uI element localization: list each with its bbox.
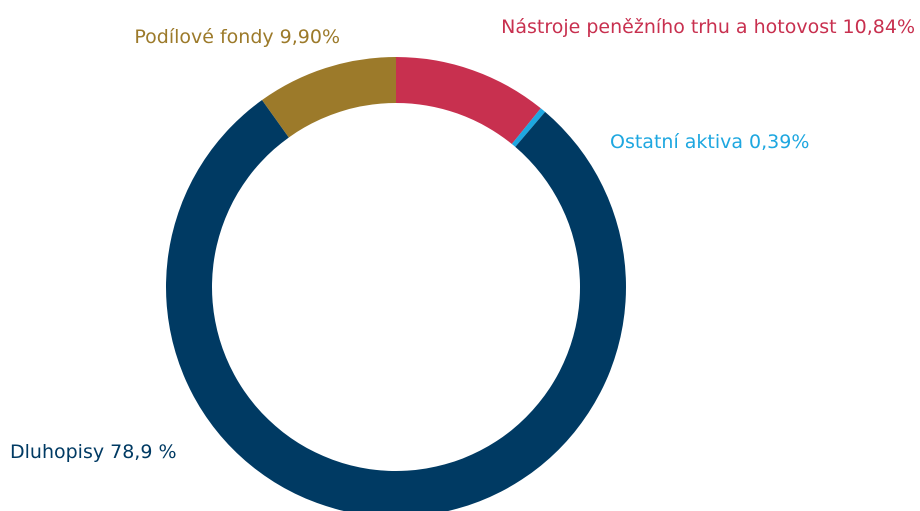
donut-segment [262,57,396,138]
donut-segment [166,100,626,511]
segment-value: 9,90% [280,26,340,48]
segment-name: Podílové fondy [134,26,273,48]
donut-segment [396,57,541,145]
segment-name: Dluhopisy [10,441,104,463]
segment-label: Dluhopisy 78,9 % [10,441,177,463]
segment-label: Nástroje peněžního trhu a hotovost 10,84% [501,16,915,38]
segment-label: Podílové fondy 9,90% [134,26,340,48]
segment-value: 78,9 % [110,441,176,463]
donut-segment [511,108,546,147]
segment-name: Nástroje peněžního trhu a hotovost [501,16,836,38]
segment-value: 10,84% [843,16,915,38]
segment-label: Ostatní aktiva 0,39% [610,131,809,153]
segment-value: 0,39% [749,131,809,153]
segment-name: Ostatní aktiva [610,131,743,153]
